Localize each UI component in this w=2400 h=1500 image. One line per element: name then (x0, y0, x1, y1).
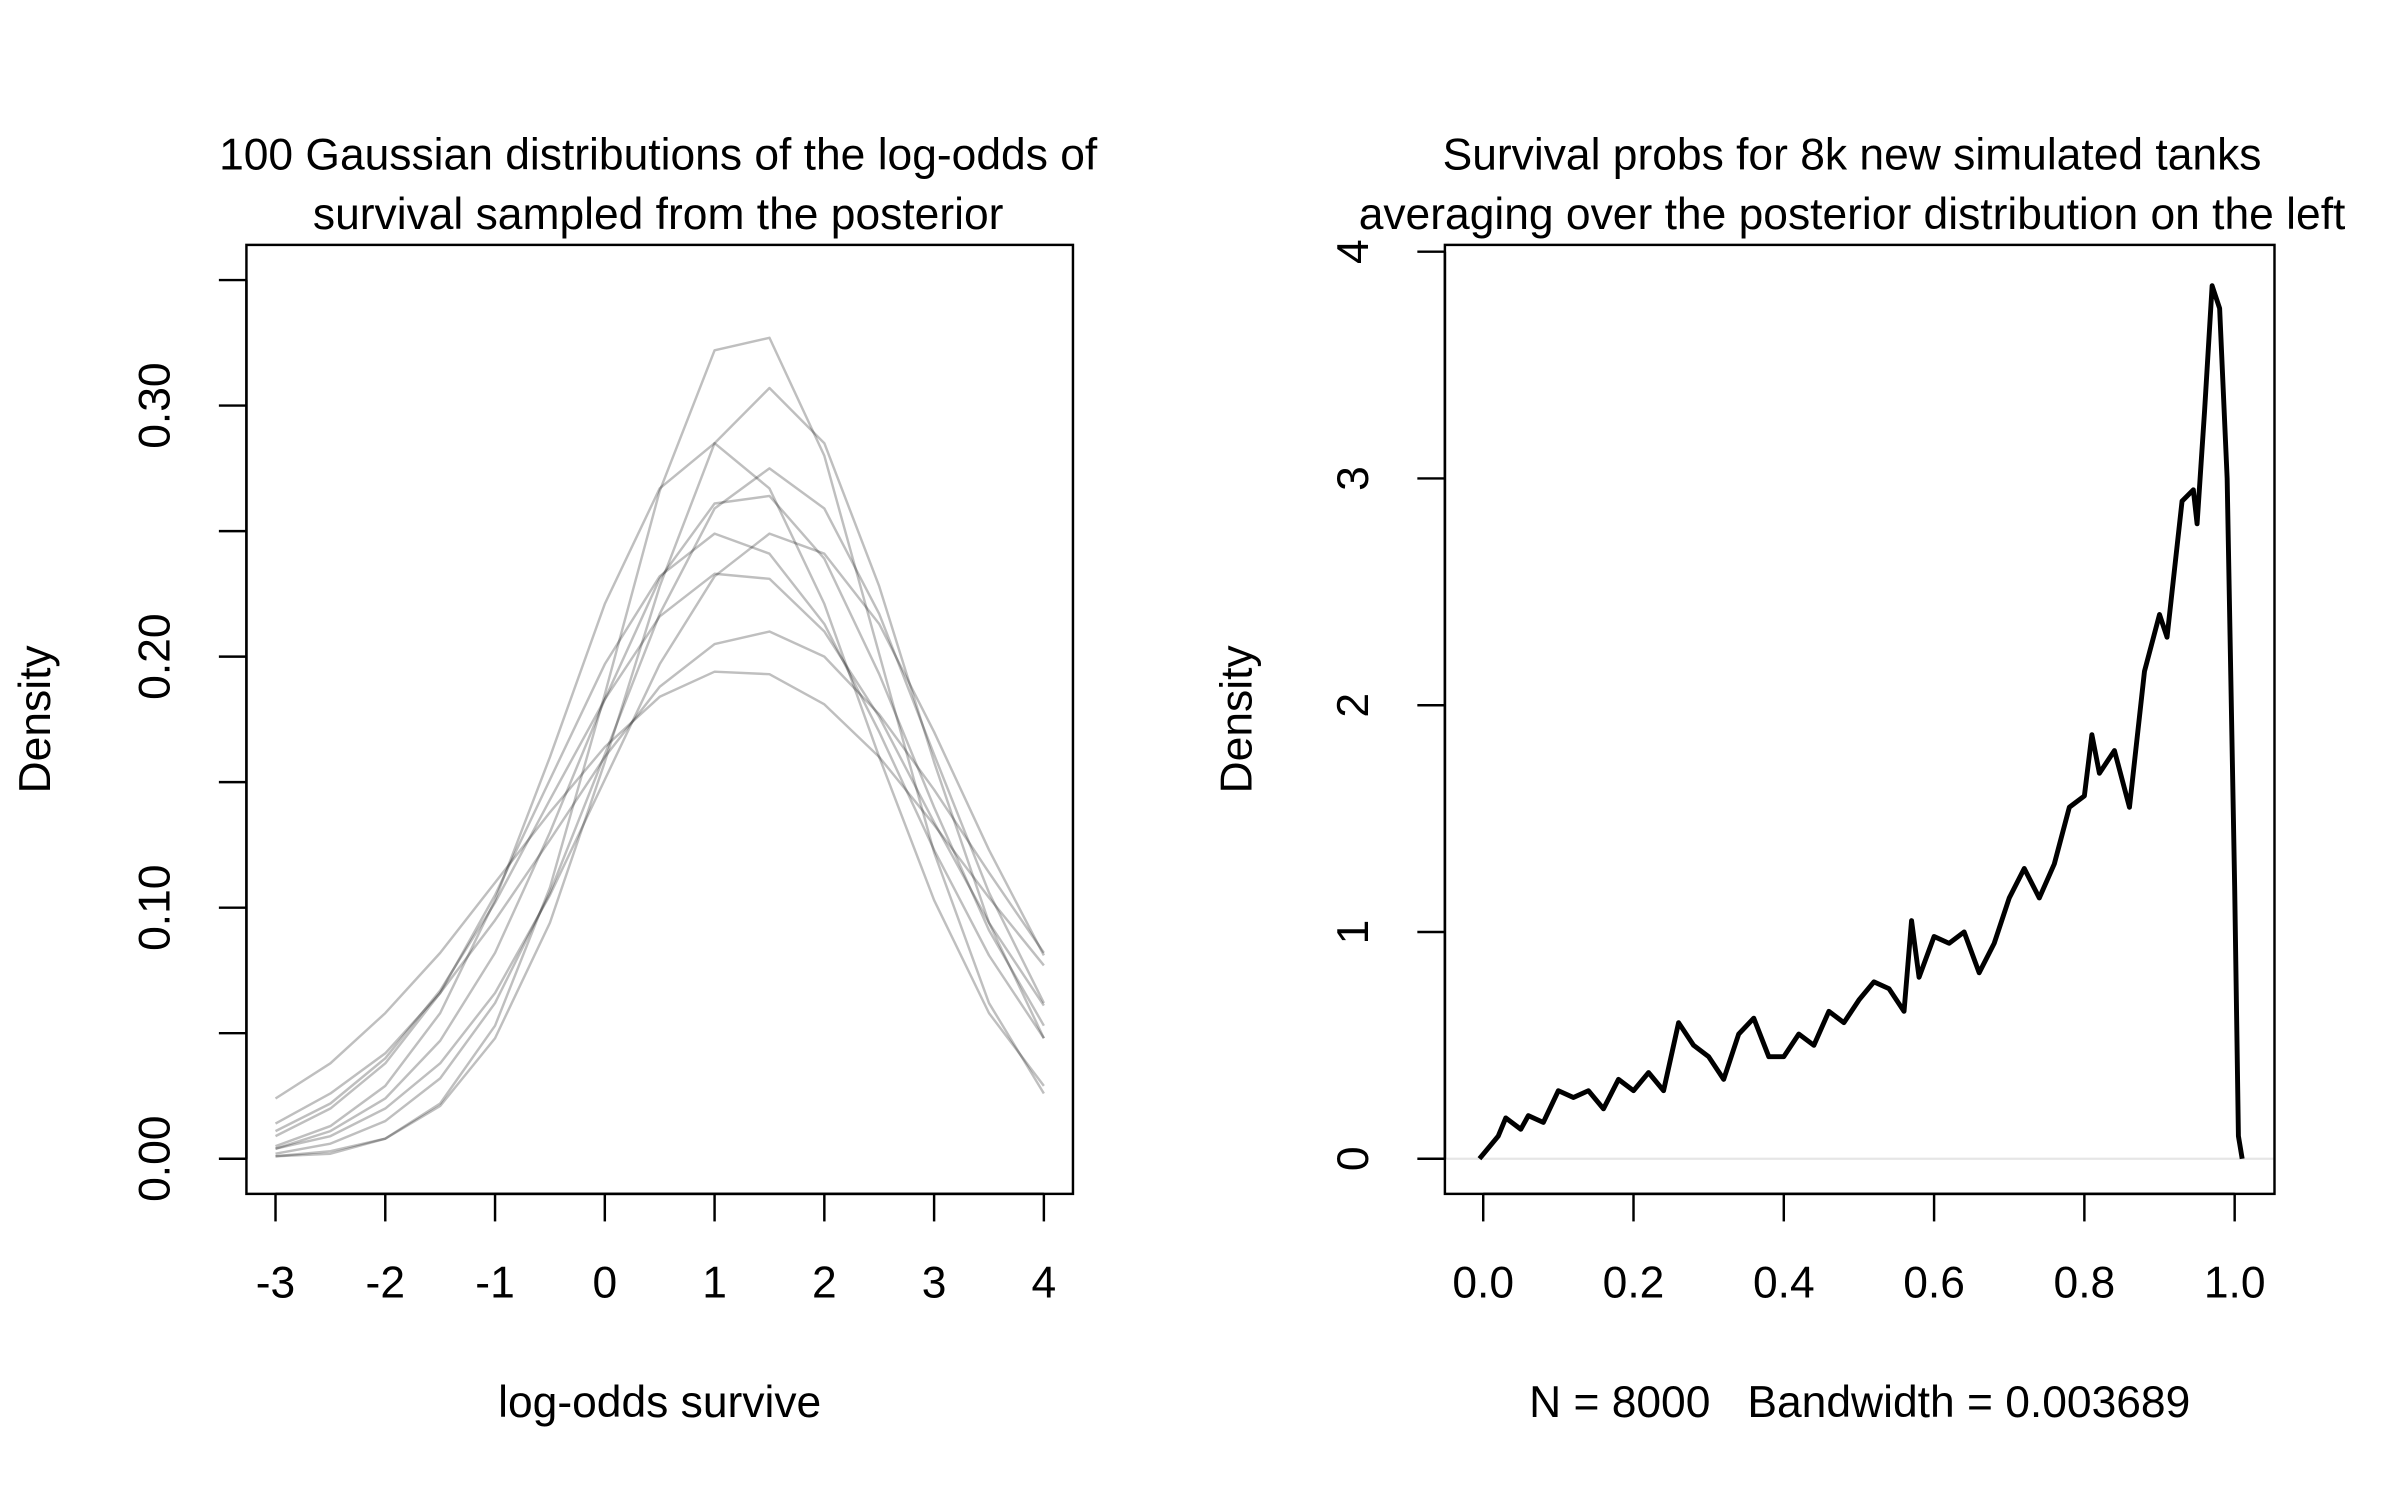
y-tick-label: 0.20 (130, 613, 179, 699)
x-tick-label: 0.6 (1903, 1258, 1965, 1307)
x-tick-label: -2 (366, 1258, 405, 1307)
x-tick-label: 1.0 (2204, 1258, 2266, 1307)
line-series (274, 572, 1045, 1133)
line-series (274, 532, 1045, 1138)
y-tick-label: 0 (1329, 1146, 1378, 1171)
x-tick-label: 0.4 (1753, 1258, 1815, 1307)
y-tick-label: 1 (1329, 920, 1378, 945)
chart-title: averaging over the posterior distributio… (1359, 190, 2346, 239)
line-series (275, 494, 1045, 1150)
x-axis-label: N = 8000 Bandwidth = 0.003689 (1529, 1378, 2190, 1427)
y-tick-label: 4 (1329, 239, 1378, 264)
chart-title: Survival probs for 8k new simulated tank… (1443, 130, 2262, 179)
line-series (275, 442, 1045, 1148)
x-tick-label: 0 (592, 1258, 617, 1307)
line-series (275, 467, 1045, 1155)
x-tick-label: 3 (922, 1258, 947, 1307)
y-tick-label: 0.00 (130, 1116, 179, 1202)
x-tick-label: 1 (702, 1258, 727, 1307)
x-tick-label: 2 (812, 1258, 837, 1307)
line-series (275, 532, 1045, 1150)
x-tick-label: 0.0 (1452, 1258, 1514, 1307)
x-tick-label: 0.8 (2054, 1258, 2116, 1307)
x-tick-label: 4 (1032, 1258, 1057, 1307)
line-series (275, 336, 1045, 1158)
x-tick-label: -3 (256, 1258, 295, 1307)
y-tick-label: 0.30 (130, 362, 179, 448)
y-axis-label: Density (11, 645, 60, 794)
y-axis-label: Density (1213, 645, 1262, 794)
line-series (275, 386, 1045, 1158)
chart-title: survival sampled from the posterior (313, 190, 1004, 239)
x-axis-label: log-odds survive (498, 1378, 821, 1427)
line-series (274, 670, 1045, 1100)
chart-title: 100 Gaussian distributions of the log-od… (219, 130, 1098, 179)
y-tick-label: 3 (1329, 466, 1378, 491)
line-series (1477, 283, 2245, 1161)
y-tick-label: 0.10 (130, 864, 179, 950)
x-tick-label: -1 (475, 1258, 514, 1307)
y-tick-label: 2 (1329, 693, 1378, 718)
x-tick-label: 0.2 (1603, 1258, 1665, 1307)
line-series (274, 630, 1045, 1125)
